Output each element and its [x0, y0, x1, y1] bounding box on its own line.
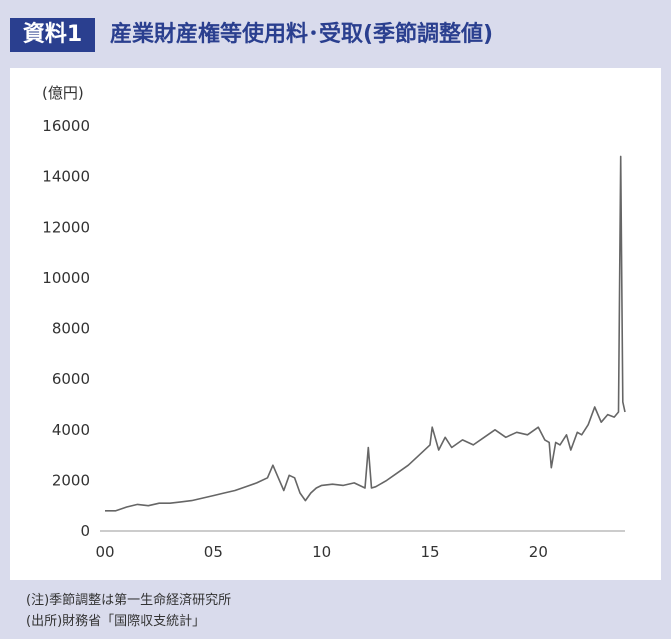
y-tick-label: 4000 — [52, 421, 90, 439]
chart-title: 産業財産権等使用料･受取(季節調整値) — [110, 22, 494, 47]
y-tick-label: 16000 — [42, 117, 90, 135]
y-tick-label: 14000 — [42, 168, 90, 186]
y-tick-label: 2000 — [52, 471, 90, 489]
x-tick-labels: 00 05 10 15 20 — [95, 543, 547, 561]
figure-badge: 資料1 — [10, 18, 95, 52]
line-chart: (億円) 02000400060008000100001200014000160… — [42, 84, 626, 561]
y-tick-label: 0 — [80, 522, 90, 540]
y-tick-label: 6000 — [52, 370, 90, 388]
x-tick-label: 05 — [204, 543, 223, 561]
y-tick-label: 8000 — [52, 320, 90, 338]
header: 資料1 産業財産権等使用料･受取(季節調整値) — [0, 0, 671, 60]
y-tick-labels: 0 2000 4000 6000 8000 10000 12000 14000 16000 — [42, 117, 90, 540]
series-group — [105, 155, 626, 512]
chart-panel: (億円) 0 2000 4000 6000 8000 10000 12000 14000 160… — [10, 68, 661, 580]
x-tick-label: 10 — [312, 543, 331, 561]
note-source: (出所)財務省「国際収支統計」 — [26, 614, 206, 629]
notes: (注)季節調整は第一生命経済研究所 (出所)財務省「国際収支統計」 — [26, 590, 231, 632]
y-tick-label: 10000 — [42, 269, 90, 287]
note-seasonal-adjustment: (注)季節調整は第一生命経済研究所 — [26, 593, 232, 608]
x-tick-label: 15 — [420, 543, 439, 561]
y-axis-label: (億円) — [42, 84, 84, 102]
y-tick-label: 12000 — [42, 218, 90, 236]
x-tick-label: 20 — [529, 543, 548, 561]
series-line — [105, 155, 626, 512]
x-tick-label: 00 — [95, 543, 114, 561]
